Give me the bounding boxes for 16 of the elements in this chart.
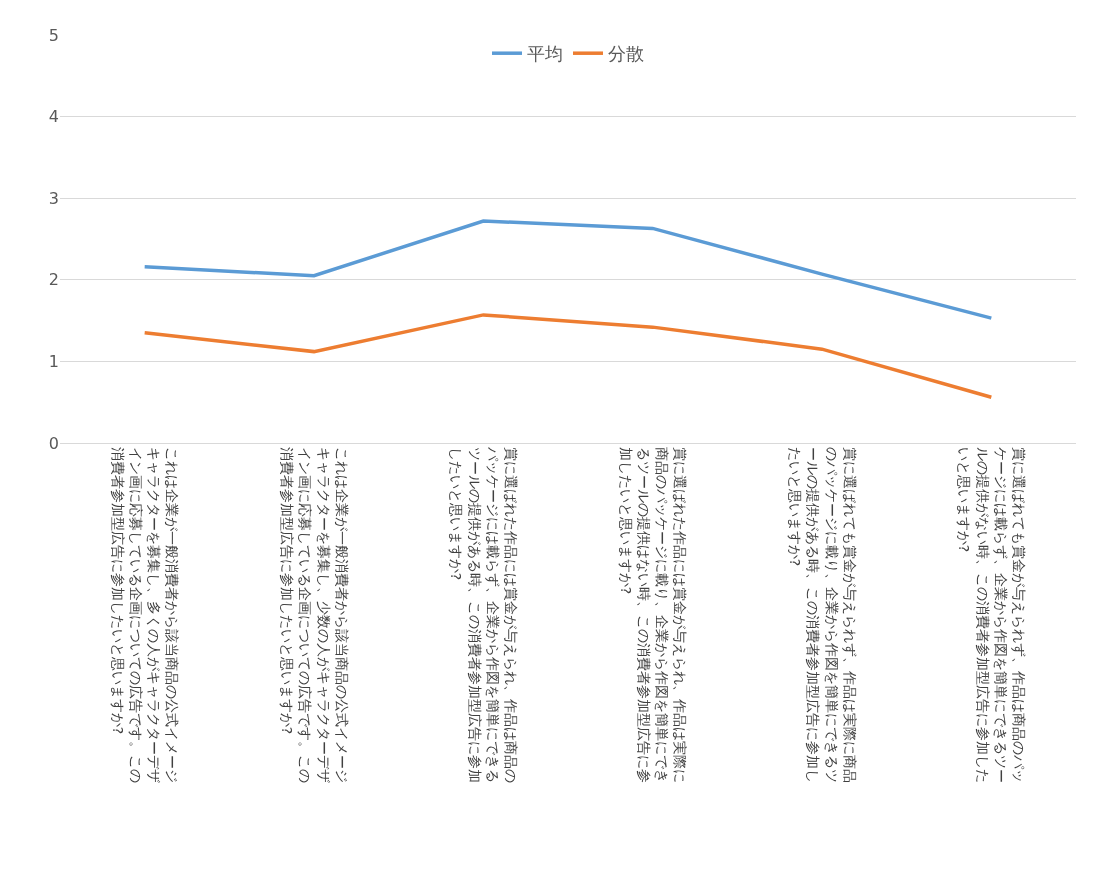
line-series bbox=[142, 313, 994, 400]
y-tick-label: 3 bbox=[48, 188, 59, 208]
y-tick-label: 2 bbox=[48, 270, 59, 290]
y-tick-label: 4 bbox=[48, 107, 59, 127]
x-tick-label: 賞に選ばれた作品には賞金が与えられ、作品は実際に商品のパッケージに載り、企業から作図を簡単にできるツールの提供はない時、この消費者参加型広告に参加したいと思いますか? bbox=[617, 446, 689, 783]
line-series bbox=[142, 219, 994, 320]
legend-label: 平均 bbox=[527, 43, 563, 65]
x-tick-label: これは企業が一般消費者から該当商品の公式イメージキャラクターを募集し、少数の人がキャラクターデザイン画に応募している企画についての広告です。この消費者参加型広告に参加したいと思いますか? bbox=[279, 446, 350, 783]
x-tick-label: 賞に選ばれても賞金が与えられず、作品は商品のパッケージには載らず、企業から作図を簡単にできるツールの提供がない時、この消費者参加型広告に参加したいと思いますか? bbox=[956, 446, 1028, 783]
y-tick-label: 5 bbox=[48, 25, 59, 45]
x-tick-label: 賞に選ばれた作品には賞金が与えられ、作品は商品のパッケージには載らず、企業から作図を簡単にできるツールの提供がある時、この消費者参加型広告に参加したいと思いますか? bbox=[448, 445, 520, 783]
x-tick-label: 賞に選ばれても賞金が与えられず、作品は実際に商品のパッケージに載り、企業から作図を簡単にできるツールの提供がある時、この消費者参加型広告に参加したいと思いますか? bbox=[787, 446, 858, 783]
y-tick-label: 1 bbox=[48, 352, 59, 371]
y-tick-label: 0 bbox=[48, 433, 59, 453]
x-tick-label: これは企業が一般消費者から該当商品の公式イメージキャラクターを募集し、多くの人がキャラクターデザイン画に応募している企画についての広告です。この消費者参加型広告に参加したいと思いますか? bbox=[109, 446, 181, 783]
legend-label: 分散 bbox=[608, 43, 644, 65]
